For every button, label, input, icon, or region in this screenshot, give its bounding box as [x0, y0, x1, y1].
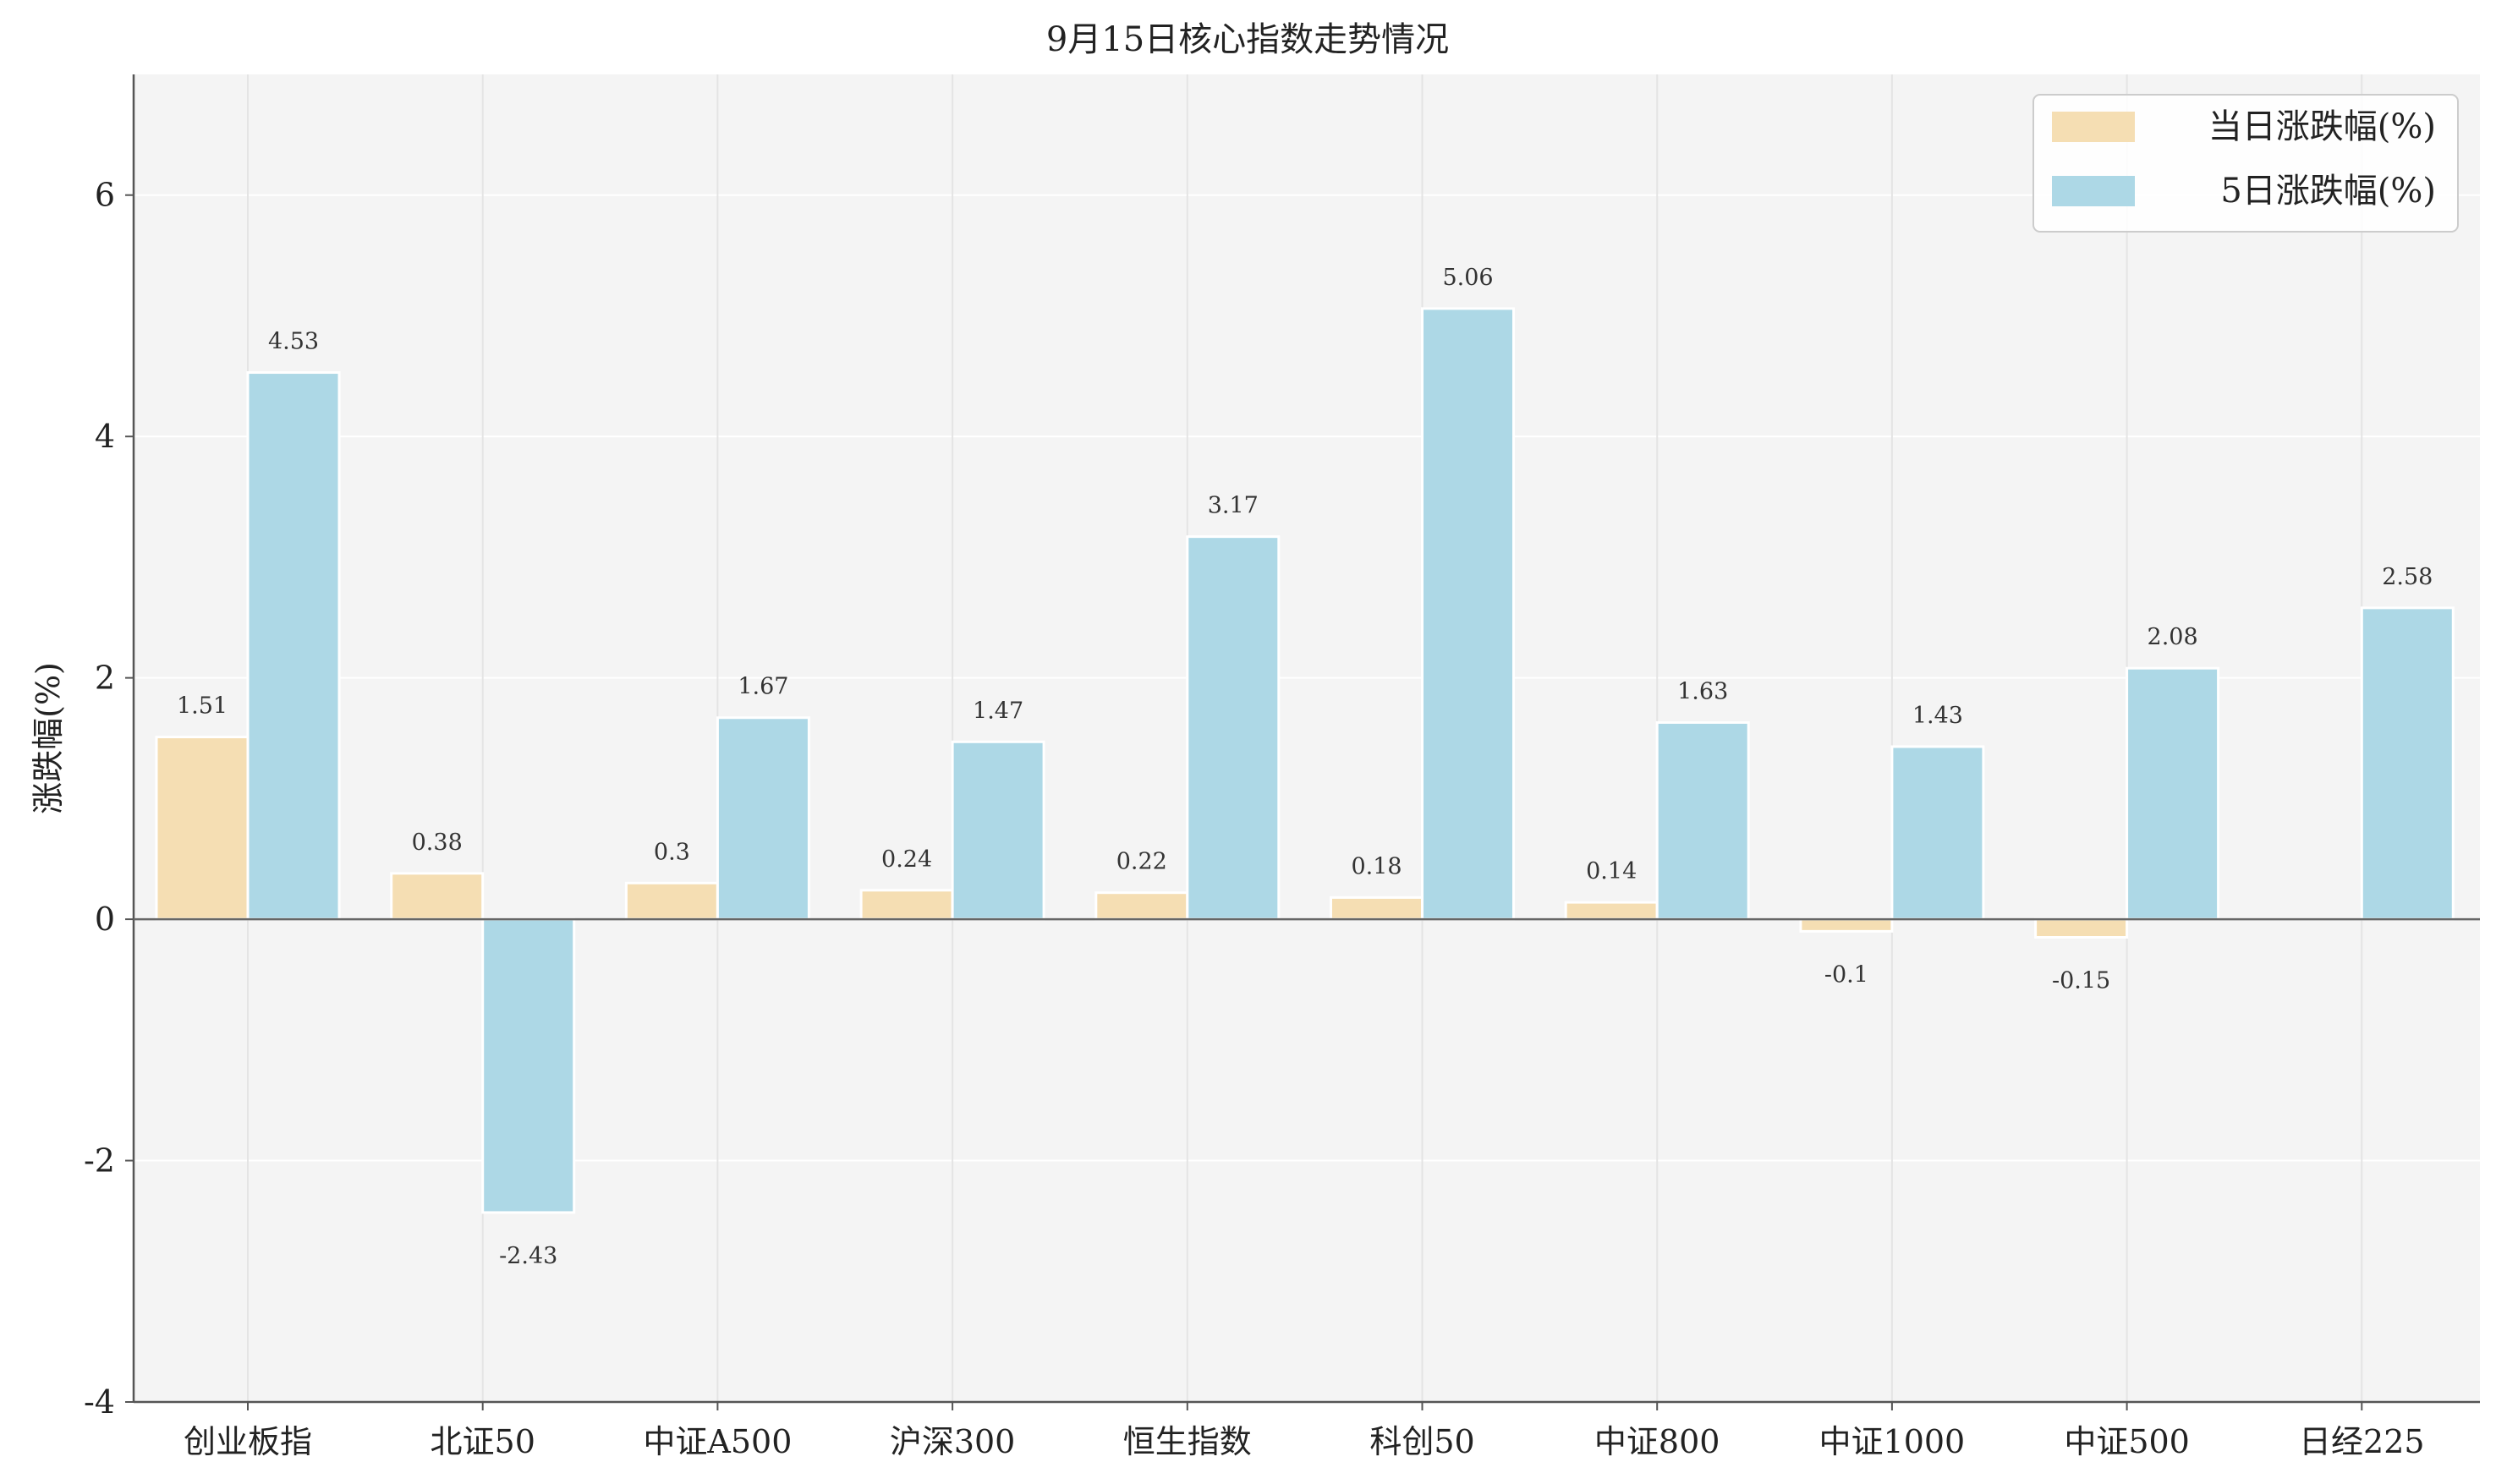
bar-5day-5	[1421, 307, 1515, 921]
bar-daily-2	[624, 881, 719, 921]
x-tick-label: 日经225	[2299, 1423, 2425, 1460]
x-tick-label: 北证50	[431, 1423, 535, 1460]
y-tick-label: -2	[84, 1142, 115, 1180]
x-tick-label: 恒生指数	[1123, 1423, 1252, 1460]
x-tick-label: 中证800	[1594, 1423, 1720, 1460]
value-label: -0.15	[2052, 968, 2110, 994]
bar-daily-5	[1330, 895, 1424, 921]
y-tick-label: 2	[95, 660, 115, 697]
legend-label-1: 5日涨跌幅(%)	[2220, 172, 2436, 211]
bar-5day-2	[716, 716, 810, 921]
x-tick-label: 中证1000	[1819, 1423, 1966, 1460]
bar-daily-0	[155, 736, 250, 921]
x-tick-label: 沪深300	[890, 1423, 1016, 1460]
value-label: -0.1	[1824, 961, 1868, 988]
x-tick-label: 创业板指	[184, 1423, 312, 1460]
bar-5day-1	[481, 917, 576, 1214]
x-tick-label: 中证A500	[643, 1423, 792, 1460]
x-tick-label: 中证500	[2064, 1423, 2190, 1460]
value-label: 1.43	[1912, 703, 1963, 729]
bar-daily-6	[1564, 901, 1659, 921]
value-label: 1.51	[177, 693, 228, 720]
chart-title: 9月15日核心指数走势情况	[1046, 20, 1449, 59]
value-label: 0.3	[654, 839, 690, 865]
value-label: 0.22	[1116, 849, 1167, 875]
value-label: 4.53	[268, 329, 319, 355]
bar-5day-3	[951, 740, 1045, 921]
bar-5day-7	[1890, 745, 1985, 921]
value-label: 0.38	[412, 830, 463, 856]
value-label: 2.58	[2382, 564, 2433, 590]
value-label: 0.18	[1351, 853, 1402, 879]
value-label: 1.47	[973, 698, 1023, 724]
bar-5day-8	[2126, 666, 2220, 921]
value-label: 2.08	[2148, 624, 2198, 650]
bar-5day-6	[1655, 720, 1750, 921]
y-tick-label: 6	[95, 177, 115, 214]
y-axis-label: 涨跌幅(%)	[30, 662, 67, 814]
bar-daily-7	[1799, 917, 1894, 933]
value-label: 0.14	[1586, 858, 1637, 884]
value-label: 0.24	[881, 846, 932, 873]
x-tick-label: 科创50	[1369, 1423, 1474, 1460]
legend-box	[2032, 94, 2459, 233]
bar-daily-4	[1094, 891, 1189, 921]
value-label: 1.67	[738, 674, 788, 700]
bar-5day-4	[1186, 535, 1281, 921]
y-tick-label: 0	[95, 901, 115, 938]
bar-daily-1	[390, 872, 485, 921]
value-label: -2.43	[499, 1243, 557, 1269]
bar-daily-8	[2034, 917, 2129, 939]
legend-swatch-1	[2052, 176, 2135, 206]
axes: -4 -2 0 2 4 6 创业板指 北证50 中证A500 沪深300 恒生指数 科创50 中证800…	[84, 74, 2480, 1460]
bar-5day-9	[2360, 606, 2455, 921]
bar-daily-3	[859, 889, 954, 921]
value-labels: 1.51 0.38 0.3 0.24 0.22 0.18 0.14 -0.1 -0.15 4.53…	[177, 265, 2433, 1269]
legend-swatch-0	[2052, 112, 2135, 142]
bar-5day-0	[246, 371, 341, 921]
value-label: 3.17	[1208, 493, 1259, 519]
bars	[155, 307, 2455, 1214]
legend: 当日涨跌幅(%) 5日涨跌幅(%)	[2032, 94, 2459, 233]
value-label: 5.06	[1442, 265, 1493, 291]
legend-label-0: 当日涨跌幅(%)	[2208, 107, 2436, 146]
y-tick-label: 4	[95, 418, 115, 455]
value-label: 1.63	[1677, 678, 1728, 704]
y-tick-label: -4	[84, 1383, 115, 1421]
